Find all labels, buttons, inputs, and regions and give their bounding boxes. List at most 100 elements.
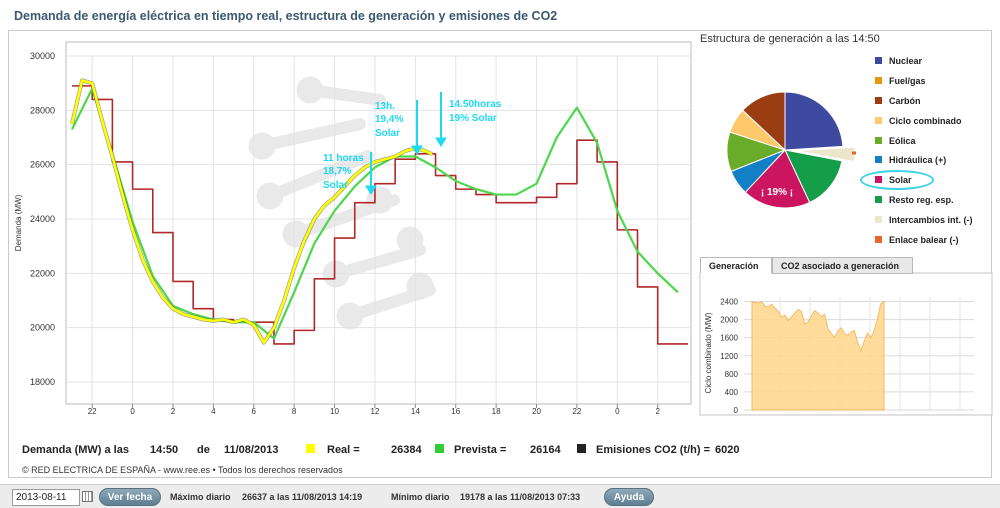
annotation-1450-line1: 14.50horas — [449, 99, 502, 110]
annotation-1450-line2: 19% Solar — [449, 113, 497, 124]
x-tick-label: 0 — [615, 407, 620, 416]
prevista-color-square — [435, 444, 444, 453]
ree-watermark-logo — [248, 76, 436, 330]
y-axis-label: Demanda (MW) — [14, 194, 23, 251]
small-chart-y-label: Ciclo combinado (MW) — [704, 312, 713, 393]
legend-swatch — [875, 117, 882, 124]
x-tick-label: 10 — [330, 407, 339, 416]
x-tick-label: 2 — [655, 407, 660, 416]
x-axis-ticks: 22 0 2 4 6 8 10 12 14 16 18 20 22 0 2 — [88, 404, 660, 416]
pie-slice-carb-n[interactable] — [742, 91, 786, 152]
small-chart-y-ticks: 2400 2000 1600 1200 800 400 0 — [720, 298, 738, 415]
summary-co2-value: 6020 — [715, 444, 740, 456]
summary-real-label: Real = — [327, 444, 360, 456]
minimo-diario-label: Mínimo diario — [391, 492, 450, 502]
y-tick-label: 28000 — [30, 105, 55, 115]
pie-solar-label: ¡ 19% ¡ — [761, 187, 793, 198]
summary-date: 11/08/2013 — [224, 444, 279, 456]
y-tick-label: 22000 — [30, 268, 55, 278]
small-y-tick-label: 400 — [725, 388, 739, 397]
legend-item-carbon[interactable]: Carbón — [875, 96, 995, 110]
copyright: © RED ELECTRICA DE ESPAÑA - www.ree.es •… — [22, 465, 343, 475]
legend-item-eolica[interactable]: Eólica — [875, 136, 995, 150]
ver-fecha-button[interactable]: Ver fecha — [99, 488, 161, 506]
small-y-tick-label: 2400 — [720, 298, 738, 307]
legend-label: Fuel/gas — [889, 76, 926, 86]
legend-item-intercambios[interactable]: Intercambios int. (-) — [875, 215, 995, 229]
y-tick-label: 26000 — [30, 160, 55, 170]
small-y-tick-label: 1600 — [720, 334, 738, 343]
pie-title: Estructura de generación a las 14:50 — [700, 33, 880, 45]
x-tick-label: 0 — [130, 407, 135, 416]
legend-swatch — [875, 156, 882, 163]
x-tick-label: 4 — [211, 407, 216, 416]
x-tick-label: 8 — [292, 407, 297, 416]
legend-label: Hidráulica (+) — [889, 155, 947, 165]
x-tick-label: 2 — [171, 407, 176, 416]
legend-item-nuclear[interactable]: Nuclear — [875, 56, 995, 70]
real-color-square — [306, 444, 315, 453]
x-tick-label: 22 — [88, 407, 97, 416]
summary-co2-label: Emisiones CO2 (t/h) = — [596, 444, 710, 456]
pie-slice-nuclear[interactable] — [784, 91, 844, 151]
ayuda-button[interactable]: Ayuda — [604, 488, 654, 506]
annotation-11h-line3: Solar — [323, 180, 348, 191]
x-tick-label: 14 — [411, 407, 420, 416]
legend-swatch — [875, 57, 882, 64]
legend-label: Enlace balear (-) — [889, 235, 959, 245]
legend-swatch — [875, 77, 882, 84]
arrow-11h-head — [365, 185, 377, 195]
annotation-13h-line1: 13h. — [375, 101, 395, 112]
legend-label: Ciclo combinado — [889, 116, 962, 126]
co2-color-square — [577, 444, 586, 453]
y-tick-label: 20000 — [30, 323, 55, 333]
x-tick-label: 22 — [572, 407, 581, 416]
date-input[interactable] — [12, 489, 80, 506]
summary-prevista-label: Prevista = — [454, 444, 507, 456]
legend-swatch — [875, 236, 882, 243]
bottom-toolbar: Ver fecha Máximo diario 26637 a las 11/0… — [0, 484, 1000, 508]
tab-co2-asociado[interactable]: CO2 asociado a generación — [772, 257, 913, 274]
calendar-icon[interactable] — [82, 491, 93, 502]
pie-slice-solar[interactable] — [744, 149, 811, 209]
legend-swatch — [875, 216, 882, 223]
maximo-diario-value: 26637 a las 11/08/2013 14:19 — [242, 492, 363, 502]
x-tick-label: 18 — [492, 407, 501, 416]
annotation-arrows — [365, 92, 447, 195]
legend-item-ciclo-combinado[interactable]: Ciclo combinado — [875, 116, 995, 130]
pie-slice-resto-reg-esp-[interactable] — [784, 149, 843, 204]
legend-item-hidraulica[interactable]: Hidráulica (+) — [875, 155, 995, 169]
annotation-13h-line3: Solar — [375, 128, 400, 139]
x-tick-label: 16 — [451, 407, 460, 416]
annotation-11h-line2: 18,7% — [323, 166, 351, 177]
legend-label: Carbón — [889, 96, 921, 106]
legend-item-enlace-balear[interactable]: Enlace balear (-) — [875, 235, 995, 249]
small-y-tick-label: 0 — [734, 406, 739, 415]
solar-highlight-ring — [860, 170, 934, 190]
y-tick-label: 18000 — [30, 377, 55, 387]
demand-plot-area — [65, 41, 692, 405]
tab-generacion[interactable]: Generación — [700, 257, 772, 274]
small-y-tick-label: 2000 — [720, 316, 738, 325]
legend-label: Resto reg. esp. — [889, 195, 954, 205]
annotation-11h-line1: 11 horas — [323, 153, 364, 164]
x-tick-label: 12 — [370, 407, 379, 416]
legend-item-fuel-gas[interactable]: Fuel/gas — [875, 76, 995, 90]
legend-swatch — [875, 196, 882, 203]
maximo-diario-label: Máximo diario — [170, 492, 231, 502]
legend-label: Intercambios int. (-) — [889, 215, 973, 225]
x-tick-label: 20 — [532, 407, 541, 416]
legend-swatch — [875, 97, 882, 104]
legend-swatch — [875, 137, 882, 144]
series-layer — [70, 78, 688, 345]
arrow-13h-head — [411, 145, 423, 155]
generation-pie-chart — [726, 91, 856, 209]
legend-item-resto-reg-esp[interactable]: Resto reg. esp. — [875, 195, 995, 209]
legend-label: Nuclear — [889, 56, 923, 66]
y-tick-label: 24000 — [30, 214, 55, 224]
minimo-diario-value: 19178 a las 11/08/2013 07:33 — [460, 492, 581, 502]
ciclo-combinado-area — [751, 300, 885, 411]
legend-label: Eólica — [889, 136, 916, 146]
x-tick-label: 6 — [252, 407, 257, 416]
